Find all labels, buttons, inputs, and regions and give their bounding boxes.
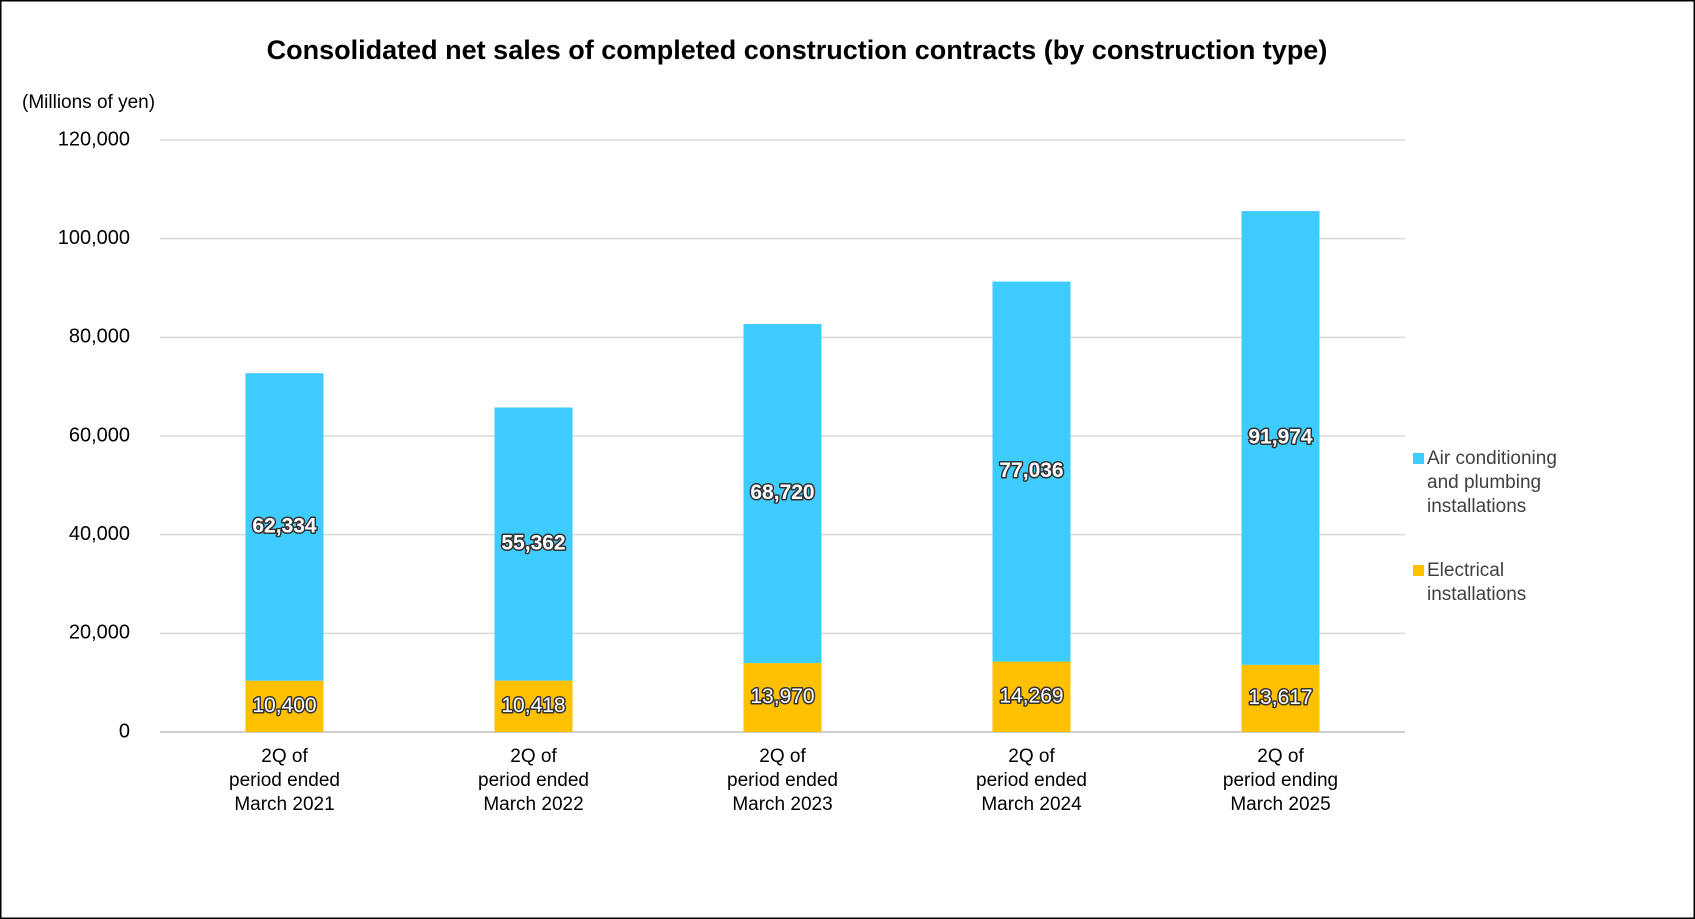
bar-segment — [992, 661, 1071, 732]
y-tick-label: 100,000 — [58, 227, 130, 249]
data-label: 10,418 — [501, 694, 565, 717]
bar-segment — [494, 407, 573, 681]
y-tick-label: 120,000 — [58, 128, 130, 150]
x-tick-label: 2Q of period ended March 2021 — [229, 746, 340, 815]
data-label: 77,036 — [999, 459, 1063, 482]
bar-segment — [245, 680, 324, 732]
legend-swatch — [1413, 453, 1424, 464]
x-tick-label: 2Q of period ended March 2024 — [976, 746, 1087, 815]
data-label: 14,269 — [999, 684, 1063, 707]
bar-segment — [1241, 664, 1320, 732]
x-tick-label: 2Q of period ended March 2023 — [727, 746, 838, 815]
bar-segment — [992, 281, 1071, 662]
bar-segment — [494, 680, 573, 732]
bar-segment — [743, 324, 822, 664]
x-tick-label: 2Q of period ended March 2022 — [478, 746, 589, 815]
data-label: 68,720 — [750, 481, 814, 504]
bar-segment — [245, 373, 324, 681]
data-label: 10,400 — [252, 694, 316, 717]
y-axis-label: (Millions of yen) — [22, 92, 155, 113]
y-tick-label: 40,000 — [69, 523, 130, 545]
legend-label: Air conditioning and plumbing installation… — [1427, 448, 1557, 517]
y-tick-label: 0 — [119, 720, 130, 742]
data-label: 13,970 — [750, 685, 814, 708]
data-label: 91,974 — [1248, 426, 1313, 449]
y-tick-label: 60,000 — [69, 424, 130, 446]
bar-segment — [743, 663, 822, 732]
legend-label: Electrical installations — [1427, 560, 1526, 605]
y-tick-label: 20,000 — [69, 622, 130, 644]
chart-title: Consolidated net sales of completed cons… — [267, 35, 1328, 65]
data-label: 13,617 — [1248, 686, 1312, 709]
bar-segment — [1241, 211, 1320, 665]
y-tick-label: 80,000 — [69, 326, 130, 348]
data-label: 55,362 — [501, 532, 565, 555]
data-label: 62,334 — [252, 514, 317, 537]
legend-swatch — [1413, 565, 1424, 576]
x-tick-label: 2Q of period ending March 2025 — [1223, 746, 1338, 815]
